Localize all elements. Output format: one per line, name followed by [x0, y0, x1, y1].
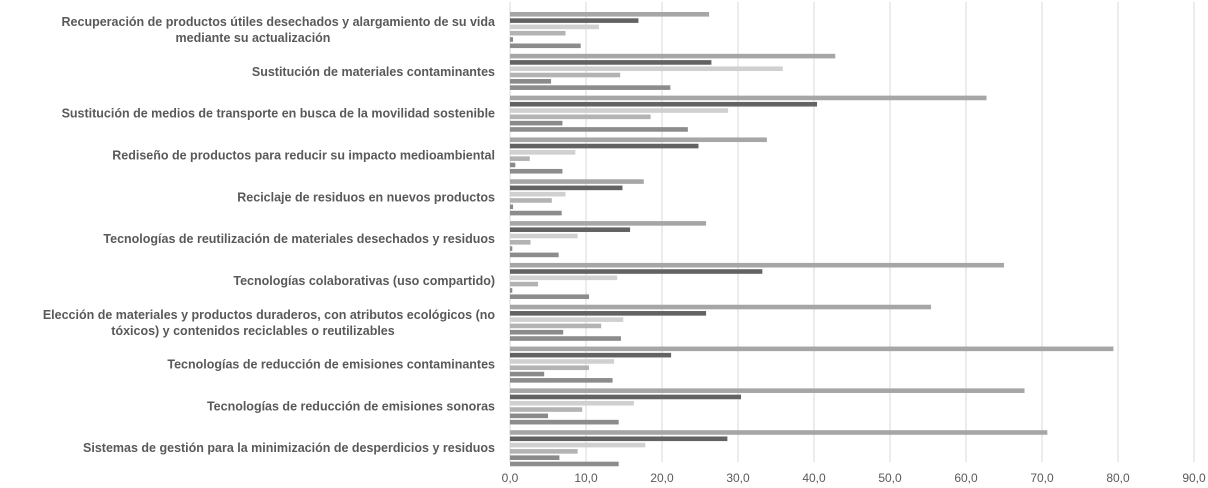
category-label: Rediseño de productos para reducir su im… — [112, 149, 495, 163]
bar — [510, 53, 836, 59]
bar — [510, 120, 563, 126]
category-label: Sustitución de materiales contaminantes — [252, 65, 495, 79]
bar — [510, 156, 530, 161]
x-tick-label: 10,0 — [574, 471, 598, 485]
bar — [510, 204, 514, 210]
bar — [510, 179, 644, 184]
bar — [510, 79, 552, 84]
x-tick-label: 0,0 — [502, 471, 519, 485]
bar — [510, 43, 581, 49]
bar — [510, 288, 513, 293]
bar — [510, 281, 539, 287]
x-tick-label: 80,0 — [1106, 471, 1130, 485]
bar — [510, 275, 618, 281]
bar — [510, 66, 783, 72]
x-tick-label: 60,0 — [954, 471, 978, 485]
category-label: Recuperación de productos útiles desecha… — [62, 15, 497, 29]
bar — [510, 461, 619, 467]
x-tick-label: 20,0 — [650, 471, 674, 485]
bar — [510, 378, 613, 383]
bar — [510, 162, 516, 168]
bar — [510, 18, 639, 23]
x-tick-label: 50,0 — [878, 471, 902, 485]
category-label: Tecnologías de reutilización de material… — [103, 232, 495, 246]
bar — [510, 419, 619, 425]
bar — [510, 168, 563, 174]
x-tick-labels: 0,0 10,0 20,0 30,0 40,0 50,0 60,0 70,0 80,0 90,0 — [502, 471, 1206, 485]
bar — [510, 12, 710, 17]
bar — [510, 311, 707, 316]
bar — [510, 388, 1025, 393]
bar — [510, 336, 621, 341]
category-label: Tecnologías de reducción de emisiones so… — [207, 399, 495, 413]
category-label: Elección de materiales y productos durad… — [43, 308, 496, 322]
bar — [510, 30, 566, 36]
bar — [510, 185, 623, 191]
category-labels: Recuperación de productos útiles desecha… — [43, 15, 496, 455]
bar — [510, 239, 531, 245]
bar — [510, 24, 599, 30]
x-tick-label: 90,0 — [1182, 471, 1206, 485]
bar — [510, 127, 688, 132]
bar — [510, 262, 1004, 268]
bar — [510, 436, 728, 442]
bar — [510, 101, 818, 107]
x-tick-label: 30,0 — [726, 471, 750, 485]
bar — [510, 455, 560, 460]
bar — [510, 108, 729, 113]
bar — [510, 210, 562, 216]
bar — [510, 191, 566, 197]
bar — [510, 371, 545, 377]
category-label: Sustitución de medios de transporte en b… — [62, 107, 495, 121]
x-tick-label: 40,0 — [802, 471, 826, 485]
bar — [510, 221, 707, 226]
bar — [510, 430, 1048, 435]
bars — [510, 12, 1114, 467]
bar — [510, 304, 932, 310]
bar — [510, 400, 634, 406]
bar — [510, 413, 548, 419]
category-label: Tecnologías colaborativas (uso compartid… — [233, 274, 495, 288]
bar — [510, 407, 583, 412]
bar — [510, 114, 651, 120]
category-label: Reciclaje de residuos en nuevos producto… — [237, 190, 495, 204]
bar — [510, 442, 646, 448]
bar — [510, 227, 631, 232]
bar — [510, 137, 767, 143]
gridlines — [509, 2, 1195, 462]
bar — [510, 95, 987, 101]
category-label: Tecnologías de reducción de emisiones co… — [167, 358, 495, 372]
category-label: mediante su actualización — [176, 31, 331, 45]
bar — [510, 449, 578, 454]
bar — [510, 143, 699, 149]
bar — [510, 246, 513, 251]
bar — [510, 346, 1114, 352]
bar — [510, 269, 763, 274]
bar — [510, 85, 671, 90]
category-label: tóxicos) y contenidos reciclables o reut… — [111, 324, 394, 338]
bar — [510, 233, 578, 239]
category-label: Sistemas de gestión para la minimización… — [83, 441, 495, 455]
bar — [510, 394, 742, 400]
bar — [510, 72, 621, 78]
bar — [510, 252, 559, 258]
bar — [510, 365, 590, 371]
bar — [510, 150, 576, 155]
bar — [510, 329, 564, 335]
bar — [510, 317, 624, 322]
x-tick-label: 70,0 — [1030, 471, 1054, 485]
bar — [510, 323, 602, 329]
bar — [510, 60, 712, 65]
bar — [510, 359, 615, 364]
bar — [510, 198, 552, 203]
bar — [510, 352, 672, 358]
bar — [510, 37, 514, 42]
bar — [510, 294, 590, 300]
